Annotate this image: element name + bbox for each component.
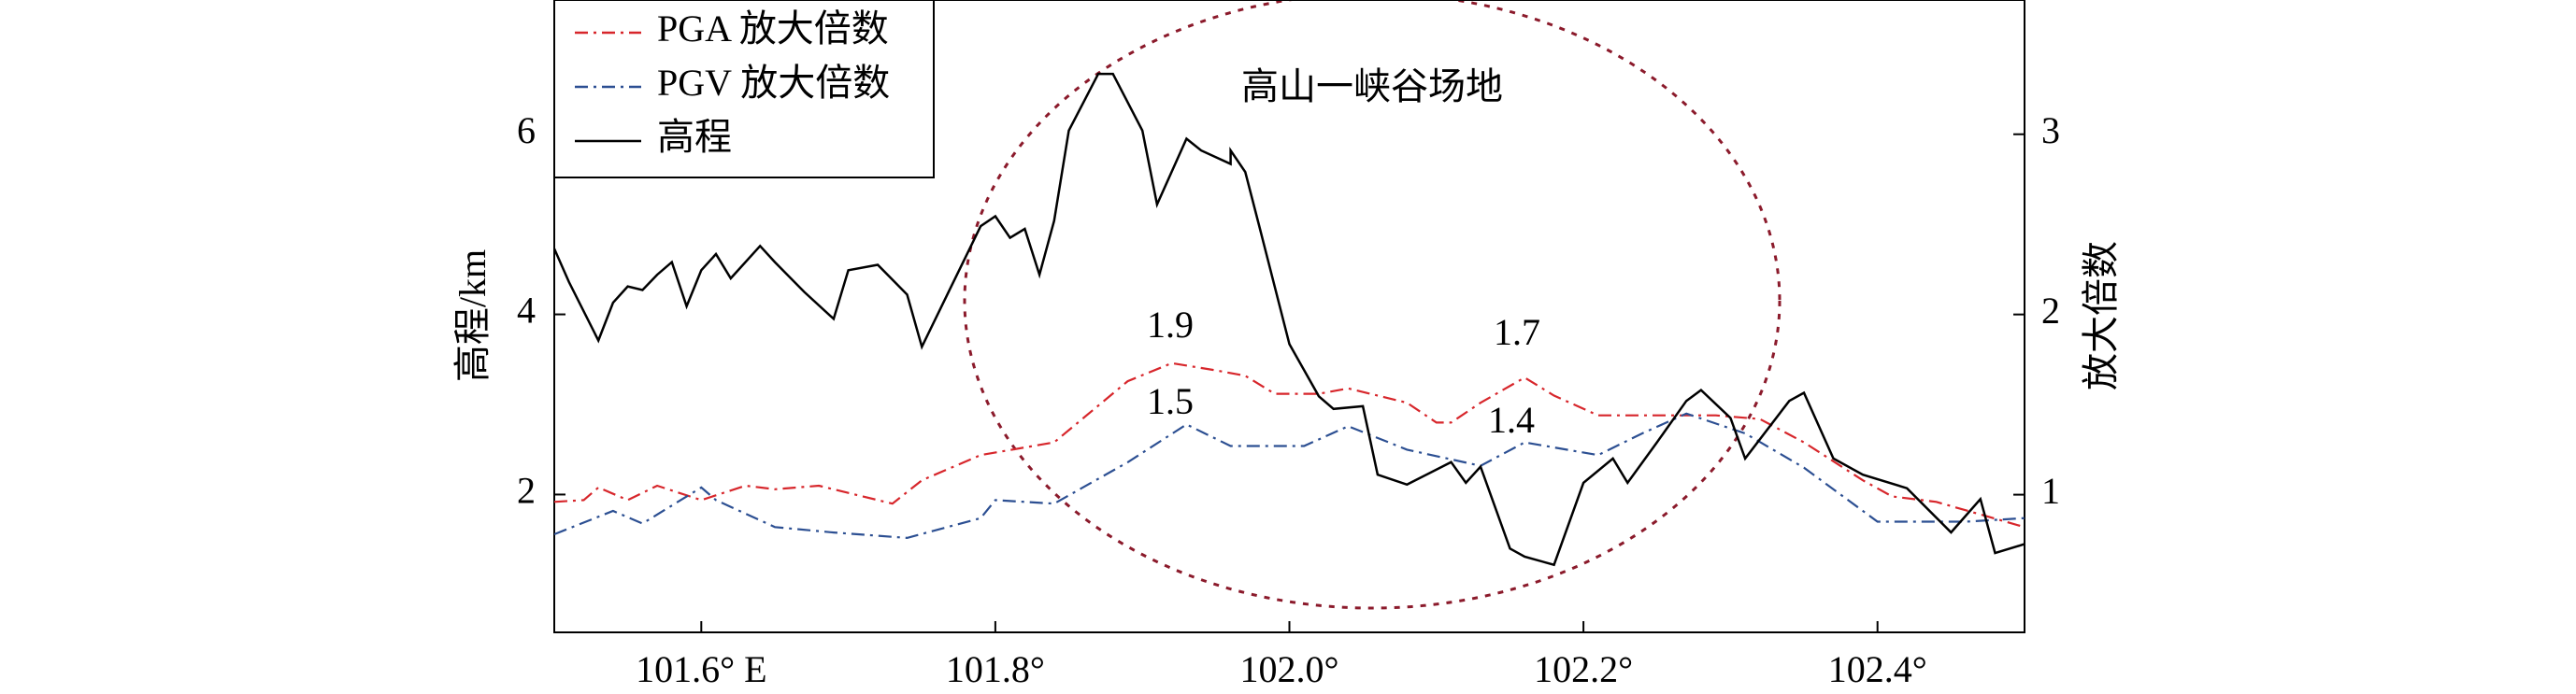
y-tick-label: 6 [517, 109, 536, 151]
y2-axis-label: 放大倍数 [2080, 241, 2122, 390]
annotation: 1.7 [1494, 311, 1540, 353]
annotation: 高山一峡谷场地 [1241, 65, 1503, 107]
annotation: 1.9 [1147, 304, 1194, 346]
y-tick-label: 2 [517, 470, 536, 512]
x-tick-label: 102.4° [1828, 648, 1927, 690]
legend-label: PGV 放大倍数 [657, 62, 890, 104]
series-line [554, 412, 2025, 540]
x-tick-label: 101.8° [946, 648, 1045, 690]
series-line [554, 361, 2025, 529]
y2-tick-label: 1 [2041, 470, 2060, 512]
annotation: 1.5 [1147, 380, 1194, 422]
legend-label: 高程 [657, 116, 732, 158]
y-axis-label: 高程/km [451, 249, 494, 382]
x-tick-label: 102.0° [1240, 648, 1339, 690]
region-ellipse [963, 0, 1782, 610]
x-tick-label: 101.6° E [636, 648, 766, 690]
series-line [554, 72, 2025, 567]
y-tick-label: 4 [517, 290, 536, 332]
x-tick-label: 102.2° [1534, 648, 1633, 690]
y2-tick-label: 2 [2041, 290, 2060, 332]
legend-label: PGA 放大倍数 [657, 7, 889, 50]
annotation: 1.4 [1488, 399, 1535, 441]
y2-tick-label: 3 [2041, 109, 2060, 151]
legend-box [553, 0, 935, 178]
